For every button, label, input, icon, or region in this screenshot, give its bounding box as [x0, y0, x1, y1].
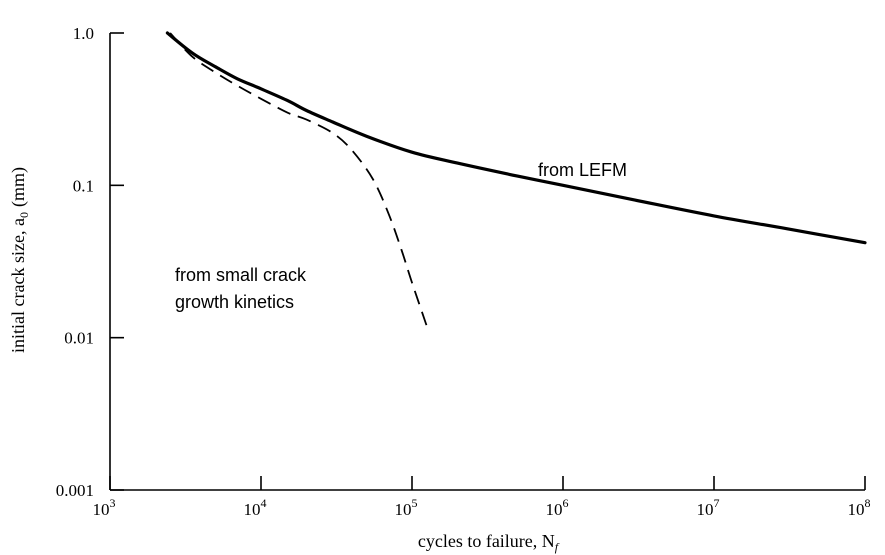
series-group	[165, 31, 867, 326]
x-axis-label-main: cycles to failure, N	[418, 531, 555, 551]
y-tick-label-2: 0.1	[73, 176, 94, 195]
x-axis-label: cycles to failure, Nf	[418, 531, 560, 554]
y-tick-label-3: 1.0	[73, 24, 94, 43]
y-tick-label-1: 0.01	[64, 329, 94, 348]
y-axis-label-unit: (mm)	[8, 167, 29, 207]
chart-axes	[109, 33, 865, 491]
y-axis-label-main: initial crack size, a	[8, 218, 28, 353]
series-line-lefm	[165, 31, 867, 245]
annotation-small-crack-line2: growth kinetics	[175, 292, 294, 312]
x-tick-label-2: 105	[395, 496, 418, 519]
x-tick-label-3: 106	[546, 496, 569, 519]
annotation-from-lefm: from LEFM	[538, 160, 627, 180]
x-tick-label-5: 108	[848, 496, 871, 519]
x-axis-label-subscript: f	[555, 540, 560, 554]
x-tick-label-1: 104	[244, 496, 267, 519]
x-tick-label-4: 107	[697, 496, 720, 519]
y-ticks: 0.001 0.01 0.1 1.0	[56, 24, 124, 500]
x-tick-label-0: 103	[93, 496, 116, 519]
series-line-small-crack-kinetics	[169, 32, 428, 326]
y-tick-label-0: 0.001	[56, 481, 94, 500]
y-axis-label: initial crack size, a0 (mm)	[8, 167, 31, 353]
annotation-small-crack-line1: from small crack	[175, 265, 307, 285]
y-axis-label-subscript: 0	[17, 212, 31, 218]
x-ticks: 103 104 105 106 107 108	[93, 476, 871, 519]
